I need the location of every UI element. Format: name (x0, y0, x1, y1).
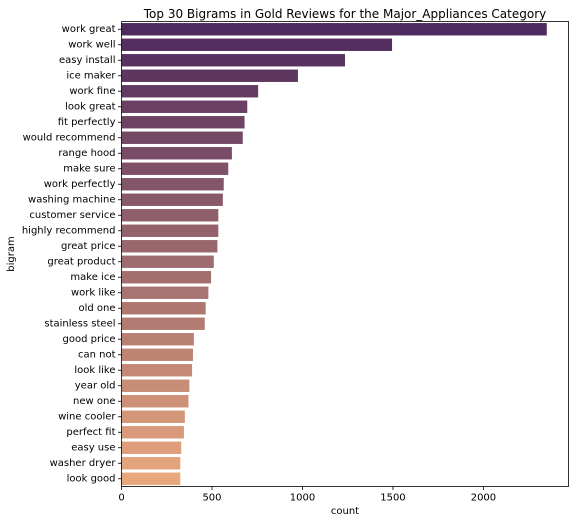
x-axis-label: count (331, 506, 359, 517)
x-tick-label: 1500 (380, 493, 405, 504)
y-tick-label: work like (71, 287, 116, 298)
y-tick-label: perfect fit (66, 427, 115, 438)
bar-work-great (122, 23, 547, 35)
bar-washing-machine (122, 194, 223, 206)
x-tick-label: 1000 (290, 493, 315, 504)
x-tick-labels: 0 500 1000 1500 2000 (118, 487, 496, 504)
y-tick-label: work perfectly (44, 179, 116, 190)
chart-title: Top 30 Bigrams in Gold Reviews for the M… (143, 7, 547, 21)
bar-easy-install (122, 54, 346, 66)
y-tick-label: old one (78, 303, 115, 314)
bar-great-product (122, 256, 214, 268)
y-tick-label: great product (47, 256, 115, 267)
bar-great-price (122, 240, 218, 252)
bar-perfect-fit (122, 426, 184, 438)
bar-make-ice (122, 271, 212, 283)
bar-ice-maker (122, 70, 298, 82)
bar-fit-perfectly (122, 116, 245, 128)
bar-work-fine (122, 85, 259, 97)
y-tick-label: stainless steel (44, 318, 115, 329)
y-tick-label: can not (78, 349, 116, 360)
bar-work-like (122, 287, 209, 299)
bar-good-price (122, 333, 194, 345)
bars-group (122, 23, 547, 485)
bar-year-old (122, 380, 190, 392)
bar-range-hood (122, 147, 232, 159)
bar-easy-use (122, 442, 182, 454)
y-tick-label: customer service (29, 210, 115, 221)
x-tick-label: 2000 (471, 493, 496, 504)
y-tick-label: look like (74, 365, 115, 376)
y-tick-label: washing machine (28, 194, 115, 205)
y-tick-label: year old (75, 380, 116, 391)
bar-look-like (122, 364, 193, 376)
x-tick-label: 0 (118, 493, 124, 504)
y-tick-label: easy install (59, 55, 116, 66)
bar-look-good (122, 473, 181, 485)
y-tick-label: great price (61, 241, 116, 252)
bar-work-well (122, 39, 393, 51)
bar-work-perfectly (122, 178, 224, 190)
bar-new-one (122, 395, 189, 407)
bar-look-great (122, 101, 248, 113)
bar-washer-dryer (122, 457, 181, 469)
bar-customer-service (122, 209, 219, 221)
y-axis-label: bigram (6, 236, 17, 271)
y-tick-label: would recommend (23, 132, 116, 143)
y-tick-label: highly recommend (22, 225, 116, 236)
bar-make-sure (122, 163, 229, 175)
bar-would-recommend (122, 132, 243, 144)
bar-wine-cooler (122, 411, 185, 423)
y-tick-label: look good (67, 473, 116, 484)
y-tick-label: washer dryer (50, 458, 117, 469)
y-tick-label: ice maker (66, 70, 116, 81)
bar-old-one (122, 302, 206, 314)
bar-can-not (122, 349, 193, 361)
y-tick-labels: work great work well easy install ice maker… (22, 24, 122, 485)
y-tick-label: range hood (58, 148, 115, 159)
y-tick-label: good price (63, 334, 116, 345)
y-tick-label: look great (65, 101, 116, 112)
y-tick-label: work great (62, 24, 116, 35)
bar-highly-recommend (122, 225, 219, 237)
y-tick-label: new one (73, 396, 115, 407)
y-tick-label: wine cooler (58, 411, 116, 422)
y-tick-label: easy use (71, 442, 115, 453)
bar-stainless-steel (122, 318, 205, 330)
y-tick-label: work well (68, 39, 115, 50)
y-tick-label: fit perfectly (58, 117, 116, 128)
y-tick-label: make sure (63, 163, 115, 174)
x-tick-label: 500 (202, 493, 221, 504)
y-tick-label: work fine (69, 86, 115, 97)
y-tick-label: make ice (70, 272, 115, 283)
